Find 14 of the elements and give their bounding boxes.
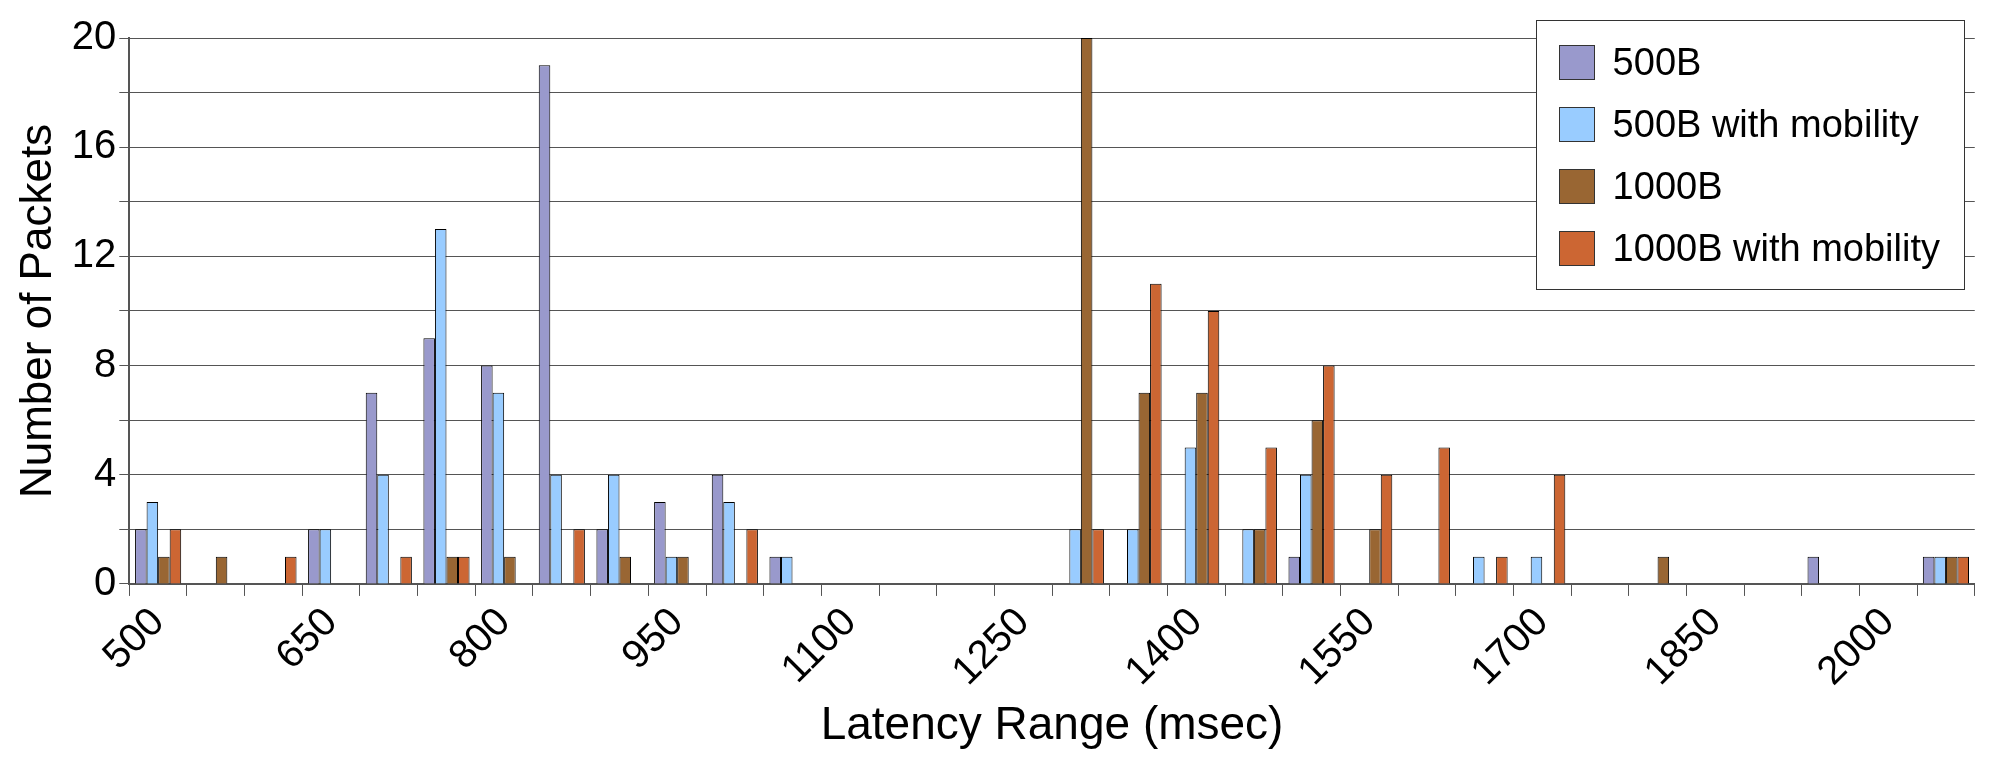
y-tick-label: 12 bbox=[71, 231, 117, 276]
x-axis-title: Latency Range (msec) bbox=[820, 697, 1284, 750]
y-axis-title: Number of Packets bbox=[10, 123, 60, 499]
y-tick-label: 8 bbox=[94, 340, 117, 385]
x-tick-label: 650 bbox=[266, 598, 345, 677]
y-tick-label: 16 bbox=[71, 122, 117, 167]
x-tick-label: 800 bbox=[439, 598, 518, 677]
legend-label: 1000B bbox=[1612, 164, 1723, 208]
x-tick-label: 950 bbox=[612, 598, 691, 677]
legend-label: 500B with mobility bbox=[1612, 102, 1919, 146]
y-tick-label: 20 bbox=[71, 13, 117, 58]
legend-label: 1000B with mobility bbox=[1612, 226, 1940, 270]
legend-label: 500B bbox=[1612, 40, 1702, 84]
y-tick-label: 4 bbox=[94, 449, 117, 494]
